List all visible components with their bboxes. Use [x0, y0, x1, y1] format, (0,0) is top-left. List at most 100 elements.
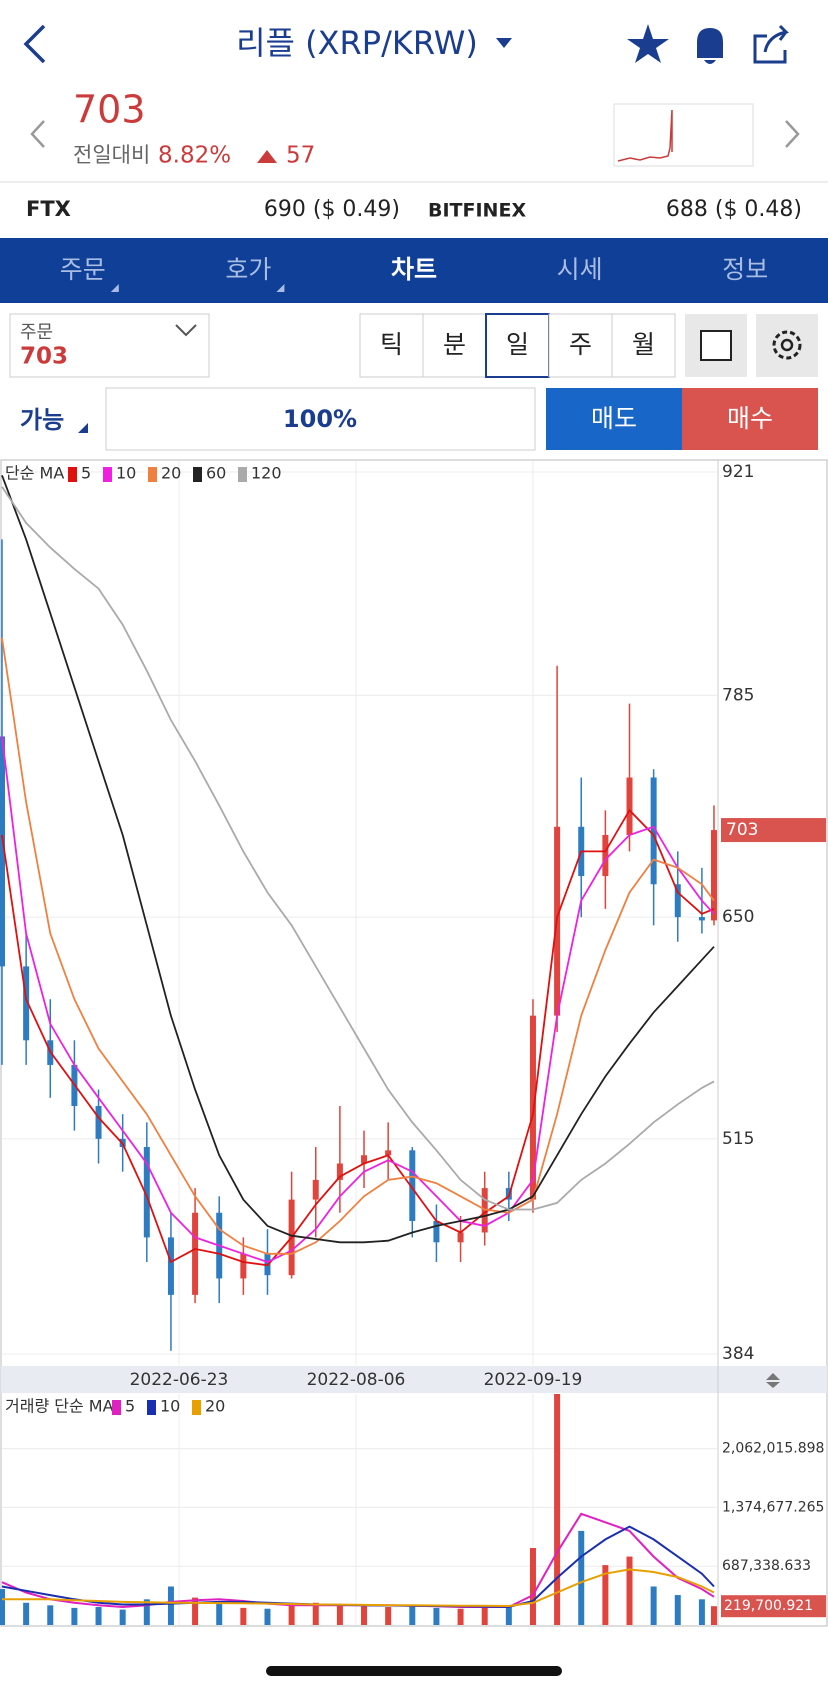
share-icon[interactable]: [753, 34, 787, 64]
period-label: 분: [443, 330, 466, 359]
legend-label: 5: [81, 464, 91, 483]
tab[interactable]: 정보: [722, 255, 768, 284]
volume-bar: [710, 1606, 717, 1625]
volume-bar: [674, 1595, 681, 1625]
chart-layer: 921 785 650 515 384 2022-06-23 2022-08-06 2022-…: [0, 461, 826, 1625]
resize-up[interactable]: [766, 1373, 780, 1380]
ma-line: [2, 1568, 715, 1608]
ratio-box[interactable]: [105, 387, 536, 451]
tab[interactable]: 호가: [225, 255, 271, 284]
order-price: 703: [20, 344, 68, 370]
y-tick-label: 921: [722, 462, 754, 482]
volume-bar: [264, 1608, 271, 1625]
volume-bar: [602, 1565, 609, 1625]
settings-button[interactable]: [756, 314, 818, 377]
change-label: 전일대비: [73, 143, 150, 167]
volume-bar: [481, 1607, 488, 1625]
period-button[interactable]: [359, 313, 424, 378]
ma-line: [1, 486, 715, 1211]
tab[interactable]: 주문: [60, 255, 106, 284]
period-button[interactable]: [485, 313, 550, 378]
legend-label: 120: [251, 464, 282, 483]
alarm-icon[interactable]: [697, 28, 723, 64]
volume-bar: [23, 1602, 30, 1625]
next-button[interactable]: [785, 120, 800, 148]
volume-bar: [143, 1599, 150, 1625]
y-tick-label: 650: [722, 907, 754, 927]
candle-body: [626, 777, 633, 835]
volume-bar: [312, 1602, 319, 1625]
sparkline: [617, 109, 673, 162]
volume-bar: [650, 1586, 657, 1625]
available-label[interactable]: 가능: [20, 406, 64, 434]
period-button[interactable]: [548, 313, 613, 378]
volume-bar: [554, 1394, 561, 1625]
ma-line: [1, 808, 715, 1267]
up-triangle: [257, 150, 277, 163]
legend-label: 20: [161, 464, 181, 483]
legend-label: 10: [116, 464, 136, 483]
candle-body: [240, 1253, 247, 1279]
period-button[interactable]: [611, 313, 676, 378]
resize-down[interactable]: [766, 1382, 780, 1388]
candle-body: [167, 1237, 174, 1295]
period-label: 주: [569, 330, 592, 359]
volume-bar: [47, 1605, 54, 1625]
volume-bar: [698, 1599, 705, 1625]
legend-swatch: [68, 467, 77, 482]
ma-line: [1, 474, 715, 1244]
x-tick-label: 2022-06-23: [130, 1370, 229, 1390]
date-strip: [1, 1366, 827, 1393]
candle-body: [336, 1163, 343, 1180]
candle-body: [23, 966, 30, 1041]
candle-body: [650, 777, 657, 885]
current-price-tag: [721, 818, 826, 843]
candle-body: [457, 1232, 464, 1243]
candle-body: [0, 736, 5, 967]
candle-body: [95, 1105, 102, 1139]
title-dropdown[interactable]: [496, 38, 512, 48]
volume-bar: [409, 1605, 416, 1625]
back-button[interactable]: [23, 24, 46, 64]
candle-body: [385, 1150, 392, 1156]
candle-body: [192, 1212, 199, 1295]
legend-swatch: [103, 467, 112, 482]
volume-bar: [0, 1589, 5, 1625]
tab[interactable]: 시세: [557, 255, 603, 284]
volume-bar: [240, 1607, 247, 1625]
order-chevron: [175, 324, 197, 337]
y-tick-label: 687,338.633: [722, 1558, 811, 1574]
buy-label: 매수: [727, 404, 773, 433]
drawing-icon: [700, 330, 732, 361]
available-marker: [78, 423, 88, 433]
candle-body: [433, 1220, 440, 1243]
sell-label: 매도: [591, 404, 637, 433]
prev-button[interactable]: [30, 120, 45, 148]
volume-bar: [95, 1607, 102, 1625]
volume-bar: [71, 1607, 78, 1625]
volume-bar: [361, 1606, 368, 1625]
exchange-name: BITFINEX: [428, 200, 526, 222]
order-label: 주문: [20, 322, 53, 343]
period-label: 틱: [380, 330, 403, 359]
title[interactable]: 리플 (XRP/KRW): [236, 24, 478, 62]
current-price: 703: [73, 88, 146, 132]
favorite-icon[interactable]: [627, 24, 669, 63]
change-percent: 8.82%: [158, 143, 231, 169]
legend-label: 10: [160, 1397, 180, 1416]
period-button[interactable]: [422, 313, 487, 378]
volume-bar: [433, 1607, 440, 1625]
exchange-name: FTX: [26, 197, 71, 221]
legend-title: 단순 MA: [5, 464, 64, 483]
sell-button[interactable]: [546, 388, 682, 450]
chart-frame: [0, 459, 828, 1627]
settings-hub: [780, 338, 794, 352]
order-box[interactable]: [9, 313, 210, 378]
sparkline-box: [613, 103, 754, 167]
tab[interactable]: 차트: [391, 255, 437, 284]
buy-button[interactable]: [682, 388, 818, 450]
legend-label: 5: [125, 1397, 135, 1416]
y-tick-label: 2,062,015.898: [722, 1441, 824, 1457]
